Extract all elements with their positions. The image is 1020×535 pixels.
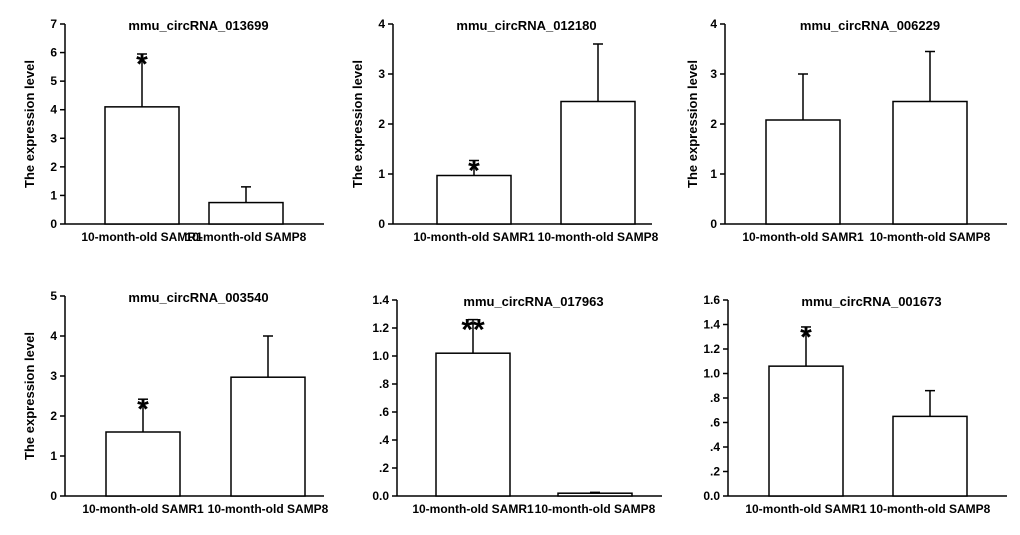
y-tick-label: 4 [710,17,717,31]
chart-title: mmu_circRNA_013699 [128,18,268,33]
x-category-label: 10-month-old SAMP8 [535,502,656,516]
bar-chart: mmu_circRNA_017963 0.0 .2 .4 .6 .8 1.0 1.2 1.4 10… [372,293,662,516]
significance-marker: ** [461,314,485,347]
chart-title: mmu_circRNA_017963 [463,294,603,309]
x-category-label: 10-month-old SAMR1 [82,502,204,516]
y-tick-label: 1 [50,449,57,463]
bar [436,174,512,225]
y-tick-label: 1.4 [372,293,389,307]
y-tick-label: 4 [50,103,57,117]
bar [105,431,181,497]
chart-panel-1: mmu_circRNA_013699 0 1 2 3 4 5 6 7 The expression… [22,14,332,254]
significance-marker: * [800,321,812,354]
y-tick-label: 7 [50,17,57,31]
chart-panel-3: mmu_circRNA_006229 0 1 2 3 4 The expression le… [685,14,1015,254]
y-tick-label: 4 [378,17,385,31]
x-category-label: 10-month-old SAMR1 [413,230,535,244]
y-tick-label: 3 [710,67,717,81]
y-tick-label: 2 [50,160,57,174]
y-tick-label: .6 [379,405,389,419]
y-tick-label: .4 [379,433,389,447]
significance-marker: * [468,155,480,188]
chart-title: mmu_circRNA_012180 [456,18,596,33]
x-category-label: 10-month-old SAMR1 [81,230,203,244]
x-category-label: 10-month-old SAMP8 [208,502,329,516]
bar [765,119,841,225]
chart-title: mmu_circRNA_001673 [801,294,941,309]
y-tick-label: .2 [710,465,720,479]
y-tick-label: 0 [50,217,57,231]
y-tick-label: 4 [50,329,57,343]
x-category-label: 10-month-old SAMP8 [538,230,659,244]
y-tick-label: 1 [50,188,57,202]
y-tick-label: 1.0 [372,349,389,363]
bar [892,100,968,225]
significance-marker: * [137,393,149,426]
y-tick-label: .8 [379,377,389,391]
y-tick-label: 1.6 [703,293,720,307]
y-tick-label: .8 [710,391,720,405]
x-category-label: 10-month-old SAMP8 [870,502,991,516]
y-tick-label: .6 [710,416,720,430]
y-tick-label: 3 [50,131,57,145]
chart-panel-5: mmu_circRNA_017963 0.0 .2 .4 .6 .8 1.0 1.2 1.4 10… [350,286,670,526]
chart-panel-4: mmu_circRNA_003540 0 1 2 3 4 5 The expression l… [22,286,332,526]
x-category-label: 10-month-old SAMR1 [745,502,867,516]
y-tick-label: 0 [50,489,57,503]
y-tick-label: 3 [378,67,385,81]
y-tick-label: .2 [379,461,389,475]
y-tick-label: 5 [50,74,57,88]
y-tick-label: 1 [710,167,717,181]
y-tick-label: 1 [378,167,385,181]
y-tick-label: 2 [50,409,57,423]
y-axis-label: The expression level [350,60,365,188]
y-axis-label: The expression level [22,60,37,188]
x-category-label: 10-month-old SAMP8 [186,230,307,244]
chart-panel-6: mmu_circRNA_001673 0.0 .2 .4 .6 .8 1.0 1.2 1.4 1.… [685,286,1015,526]
chart-title: mmu_circRNA_006229 [800,18,940,33]
bar [230,376,306,497]
chart-panel-2: mmu_circRNA_012180 0 1 2 3 4 The expression le… [350,14,660,254]
bar [435,352,511,497]
bar [560,100,636,225]
y-tick-label: 1.2 [703,342,720,356]
y-tick-label: 3 [50,369,57,383]
y-tick-label: 1.2 [372,321,389,335]
bar-chart: mmu_circRNA_006229 0 1 2 3 4 The expression le… [685,17,1007,244]
y-tick-label: 0.0 [703,489,720,503]
bar [104,106,180,225]
bar [768,365,844,497]
bar-chart: mmu_circRNA_001673 0.0 .2 .4 .6 .8 1.0 1.2 1.4 1.… [703,293,1007,516]
y-tick-label: 0 [710,217,717,231]
bar-chart: mmu_circRNA_013699 0 1 2 3 4 5 6 7 The expression… [22,17,324,244]
y-tick-label: 0 [378,217,385,231]
chart-title: mmu_circRNA_003540 [128,290,268,305]
y-tick-label: .4 [710,440,720,454]
y-tick-label: 6 [50,46,57,60]
x-category-label: 10-month-old SAMP8 [870,230,991,244]
bar [208,201,284,225]
y-tick-label: 1.4 [703,318,720,332]
y-tick-label: 1.0 [703,367,720,381]
x-category-label: 10-month-old SAMR1 [412,502,534,516]
y-tick-label: 2 [378,117,385,131]
bar-chart: mmu_circRNA_003540 0 1 2 3 4 5 The expression l… [22,289,329,516]
bar-chart: mmu_circRNA_012180 0 1 2 3 4 The expression le… [350,17,659,244]
y-tick-label: 0.0 [372,489,389,503]
bar [557,492,633,497]
y-tick-label: 2 [710,117,717,131]
y-axis-label: The expression level [22,332,37,460]
x-category-label: 10-month-old SAMR1 [742,230,864,244]
significance-marker: * [136,48,148,81]
y-tick-label: 5 [50,289,57,303]
y-axis-label: The expression level [685,60,700,188]
bar [892,415,968,497]
